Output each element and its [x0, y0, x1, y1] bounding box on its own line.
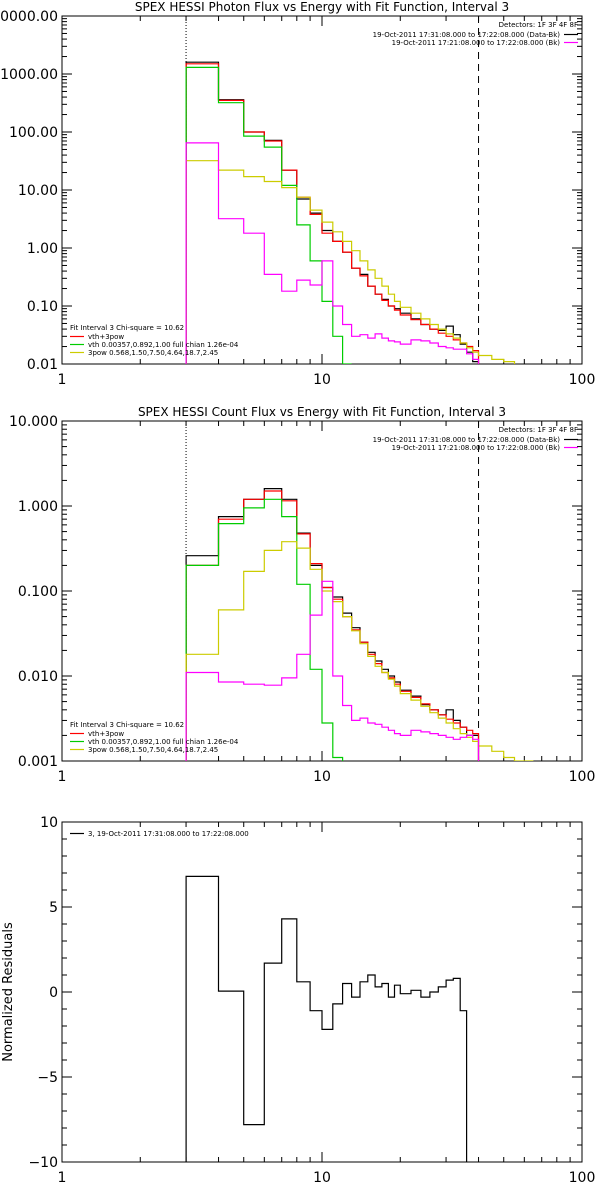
y-axis-label: Normalized Residuals — [1, 922, 16, 1062]
x-tick-label: 10 — [313, 372, 331, 388]
y-tick-label: 1.000 — [18, 499, 58, 515]
x-tick-label: 100 — [569, 372, 596, 388]
series-3-line — [185, 498, 344, 761]
series-5-line — [185, 580, 480, 761]
y-tick-label: 10.00 — [18, 183, 58, 199]
chart-title: SPEX HESSI Photon Flux vs Energy with Fi… — [135, 0, 509, 14]
legend-header: Detectors: 1F 3F 4F 8F — [499, 21, 578, 29]
legend-header: Fit Interval 3 Chi-square = 10.62 — [70, 721, 184, 729]
series-4-line — [185, 541, 534, 761]
y-tick-label: 10000.00 — [0, 9, 58, 25]
chart-title: SPEX HESSI Count Flux vs Energy with Fit… — [138, 405, 506, 419]
series-group — [185, 875, 468, 1162]
legend-item-label: vth+3pow — [88, 730, 124, 738]
series-5-line — [185, 142, 480, 364]
plot-frame — [61, 821, 583, 1163]
y-tick-label: 0.10 — [27, 299, 58, 315]
panel-3: 1 10 100 −10 −5 0 5 10 Normalized Residuals 3, 19… — [1, 815, 595, 1186]
plot-frame — [61, 15, 583, 365]
legend-item-label: 3pow 0.568,1.50,7.50,4.64,18.7,2.45 — [88, 746, 218, 754]
legend-item-label: 3pow 0.568,1.50,7.50,4.64,18.7,2.45 — [88, 349, 218, 357]
y-tick-label: 10 — [40, 815, 58, 831]
series-group — [185, 488, 534, 761]
x-tick-label: 1 — [58, 372, 67, 388]
y-tick-label: 1000.00 — [0, 67, 58, 83]
series-1-line — [185, 875, 468, 1162]
y-tick-label: 10.000 — [9, 414, 58, 430]
legend-item-label: vth 0.00357,0.892,1.00 full chian 1.26e-… — [88, 341, 239, 349]
panel-2: 1 10 100 0.001 0.010 0.100 1.000 10.000 SPEX HES… — [9, 405, 595, 785]
y-tick-label: −10 — [28, 1155, 58, 1171]
y-tick-label: 0.010 — [18, 669, 58, 685]
x-tick-label: 1 — [58, 1170, 67, 1186]
y-tick-label: 0.100 — [18, 584, 58, 600]
legend-item-label: 3, 19-Oct-2011 17:31:08.000 to 17:22:08.… — [88, 830, 249, 838]
y-tick-label: 0.01 — [27, 357, 58, 373]
x-tick-label: 100 — [569, 1170, 596, 1186]
series-group — [185, 61, 516, 364]
x-tick-label: 1 — [58, 769, 67, 785]
legend-item-label: 19-Oct-2011 17:31:08.000 to 17:22:08.000… — [373, 31, 561, 39]
legend-item-label: 19-Oct-2011 17:21:08.000 to 17:22:08.000… — [392, 39, 561, 47]
legend-item-label: vth+3pow — [88, 333, 124, 341]
y-tick-label: 100.00 — [9, 125, 58, 141]
panel-1: 1 10 100 0.01 0.10 1.00 10.00 100.00 1000.00 1000… — [0, 0, 595, 388]
legend-header: Detectors: 1F 3F 4F 8F — [499, 426, 578, 434]
series-3-line — [185, 66, 352, 364]
series-4-line — [185, 160, 516, 364]
y-tick-label: −5 — [37, 1070, 58, 1086]
y-tick-label: 1.00 — [27, 241, 58, 257]
y-tick-label: 0 — [49, 985, 58, 1001]
x-tick-label: 100 — [569, 769, 596, 785]
series-2-line — [185, 63, 480, 364]
x-tick-label: 10 — [313, 1170, 331, 1186]
legend-item-label: vth 0.00357,0.892,1.00 full chian 1.26e-… — [88, 738, 239, 746]
y-tick-label: 5 — [49, 900, 58, 916]
y-tick-label: 0.001 — [18, 754, 58, 770]
legend-item-label: 19-Oct-2011 17:31:08.000 to 17:22:08.000… — [373, 436, 561, 444]
x-tick-label: 10 — [313, 769, 331, 785]
legend-header: Fit Interval 3 Chi-square = 10.62 — [70, 324, 184, 332]
series-2-line — [185, 490, 480, 761]
legend-item-label: 19-Oct-2011 17:21:08.000 to 17:22:08.000… — [392, 444, 561, 452]
